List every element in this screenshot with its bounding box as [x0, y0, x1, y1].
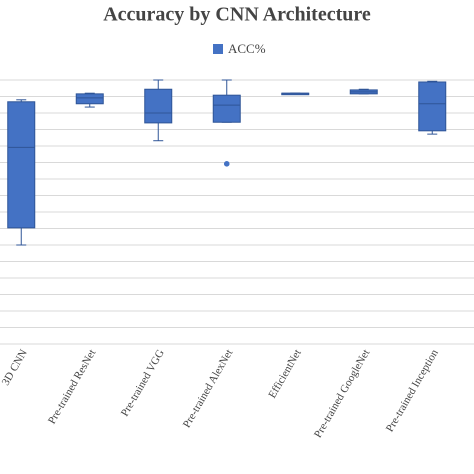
box [75, 93, 104, 105]
legend-swatch [213, 44, 223, 54]
legend-label: ACC% [228, 41, 266, 56]
x-tick-label: Pre-trained VGG [119, 347, 167, 418]
box-group [281, 92, 310, 96]
box [144, 88, 173, 124]
outlier [223, 161, 230, 167]
x-tick-label: 3D CNN [0, 347, 30, 387]
box [212, 94, 241, 123]
x-tick-label: Pre-trained ResNet [46, 348, 98, 427]
chart-title: Accuracy by CNN Architecture [103, 4, 371, 26]
box [418, 81, 447, 132]
x-tick-label: Pre-trained Inception [384, 347, 441, 434]
box-group [418, 80, 447, 135]
x-tick-label: Pre-trained AlexNet [181, 348, 236, 430]
box-group [349, 88, 378, 95]
box [7, 101, 36, 229]
box-group [212, 79, 241, 167]
box-group [75, 92, 104, 108]
x-tick-label: Pre-trained GoogleNet [312, 348, 372, 441]
box-group [7, 99, 36, 246]
box-group [144, 79, 173, 142]
x-tick-label: EfficientNet [266, 348, 303, 401]
